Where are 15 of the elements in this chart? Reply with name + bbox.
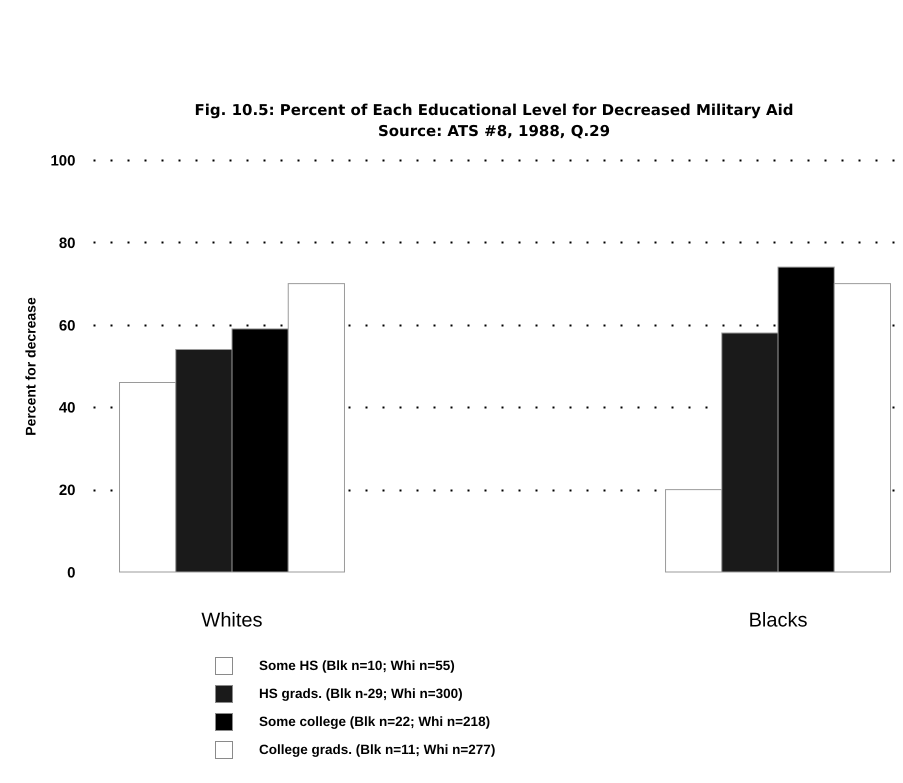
y-tick-label: 80 <box>58 234 76 252</box>
x-tick-label: Whites <box>201 610 263 632</box>
y-axis-title: Percent for decrease <box>22 297 38 436</box>
y-tick-label: 100 <box>50 152 76 170</box>
y-tick-label: 60 <box>58 317 76 334</box>
legend-label: Some college (Blk n=22; Whi n=218) <box>259 714 490 729</box>
y-tick-label: 0 <box>67 564 76 582</box>
legend-label: Some HS (Blk n=10; Whi n=55) <box>259 658 455 673</box>
chart-subtitle: Source: ATS #8, 1988, Q.29 <box>378 122 610 140</box>
chart-title: Fig. 10.5: Percent of Each Educational Level for Decreased Military Aid <box>194 101 794 119</box>
x-tick-label: Blacks <box>748 610 808 632</box>
legend-label: College grads. (Blk n=11; Whi n=277) <box>259 742 496 757</box>
y-tick-label: 40 <box>58 400 76 417</box>
legend-label: HS grads. (Blk n-29; Whi n=300) <box>259 686 463 701</box>
y-tick-label: 20 <box>58 482 76 500</box>
